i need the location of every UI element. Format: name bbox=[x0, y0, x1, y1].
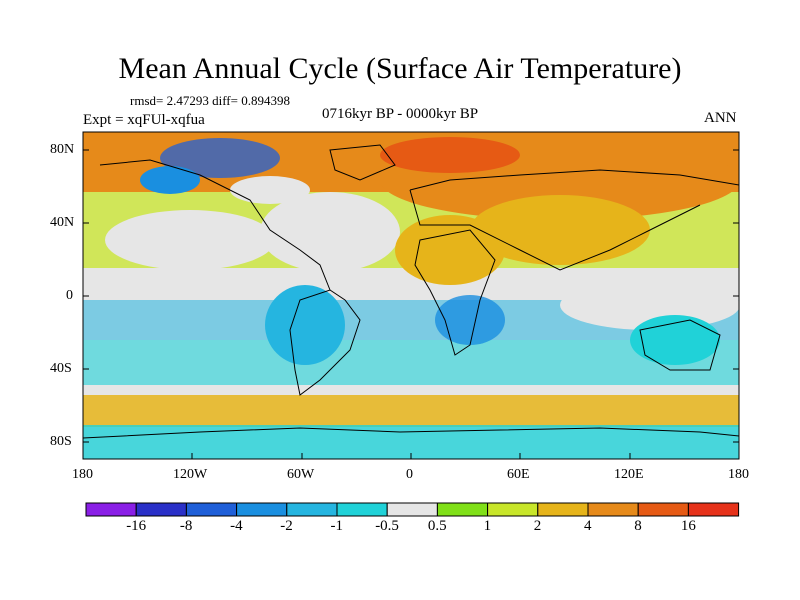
south-cyan-band-2 bbox=[83, 340, 739, 385]
colorbar-box bbox=[336, 502, 388, 517]
x-label-60e: 60E bbox=[507, 467, 530, 482]
australia-coast bbox=[639, 319, 721, 371]
map-field bbox=[83, 132, 739, 459]
arctic-hotspot bbox=[380, 137, 520, 173]
x-label-60w: 60W bbox=[287, 467, 315, 482]
colorbar-label: -2 bbox=[280, 518, 293, 534]
eurasia-coast bbox=[409, 169, 739, 271]
y-label-40n: 40N bbox=[50, 215, 75, 230]
colorbar-label: -1 bbox=[330, 518, 344, 534]
colorbar bbox=[85, 502, 740, 517]
colorbar-box bbox=[637, 502, 689, 517]
x-label-180w: 180 bbox=[72, 467, 93, 482]
colorbar-label: -4 bbox=[230, 518, 243, 534]
x-label-120e: 120E bbox=[614, 467, 644, 482]
x-label-120w: 120W bbox=[173, 467, 208, 482]
south-america-coast bbox=[289, 289, 361, 396]
x-label-180e: 180 bbox=[728, 467, 749, 482]
antarctica-coast bbox=[83, 427, 739, 439]
colorbar-box bbox=[436, 502, 489, 517]
alaska-cool bbox=[140, 166, 200, 194]
season-label: ANN bbox=[704, 110, 737, 126]
asia-warm bbox=[470, 195, 650, 265]
experiment-label: Expt = xqFUl-xqfua bbox=[83, 112, 205, 128]
southern-africa-cool bbox=[435, 295, 505, 345]
hudson-neutral bbox=[230, 176, 310, 204]
rmsd-diff-stats: rmsd= 2.47293 diff= 0.894398 bbox=[130, 93, 290, 108]
colorbar-box bbox=[587, 502, 639, 517]
colorbar-label: 8 bbox=[634, 518, 642, 534]
colorbar-box bbox=[236, 502, 288, 517]
south-america-cool bbox=[265, 285, 345, 365]
colorbar-label: 0.5 bbox=[427, 518, 447, 534]
africa-coast bbox=[414, 229, 496, 356]
north-america-coast bbox=[99, 159, 331, 291]
colorbar-label: 2 bbox=[533, 518, 542, 534]
period-label: 0716kyr BP - 0000kyr BP bbox=[322, 106, 479, 122]
colorbar-label: -8 bbox=[179, 518, 193, 534]
colorbar-label: 1 bbox=[483, 518, 492, 534]
colorbar-box bbox=[286, 502, 338, 517]
colorbar-label: -16 bbox=[126, 518, 147, 534]
y-ticks bbox=[83, 149, 739, 443]
colorbar-label: 4 bbox=[584, 518, 592, 534]
colorbar-box bbox=[85, 502, 137, 517]
atlantic-neutral bbox=[260, 192, 400, 272]
chart-title: Mean Annual Cycle (Surface Air Temperatu… bbox=[118, 52, 682, 85]
x-label-0: 0 bbox=[406, 467, 413, 482]
coastlines bbox=[83, 144, 739, 439]
colorbar-label: 16 bbox=[680, 518, 696, 534]
colorbar-box bbox=[687, 502, 740, 517]
y-label-80n: 80N bbox=[50, 142, 75, 157]
south-warm-band bbox=[83, 395, 739, 427]
y-label-0: 0 bbox=[66, 288, 73, 303]
colorbar-box bbox=[185, 502, 238, 517]
greenland-coast bbox=[329, 144, 396, 181]
x-ticks bbox=[82, 453, 740, 459]
y-label-80s: 80S bbox=[50, 434, 72, 449]
colorbar-box bbox=[386, 502, 438, 517]
canada-cool bbox=[160, 138, 280, 178]
colorbar-label: -0.5 bbox=[375, 518, 399, 534]
pacific-neutral bbox=[105, 210, 275, 270]
colorbar-box bbox=[487, 502, 539, 517]
y-label-40s: 40S bbox=[50, 361, 72, 376]
colorbar-box bbox=[537, 502, 589, 517]
colorbar-box bbox=[135, 502, 187, 517]
